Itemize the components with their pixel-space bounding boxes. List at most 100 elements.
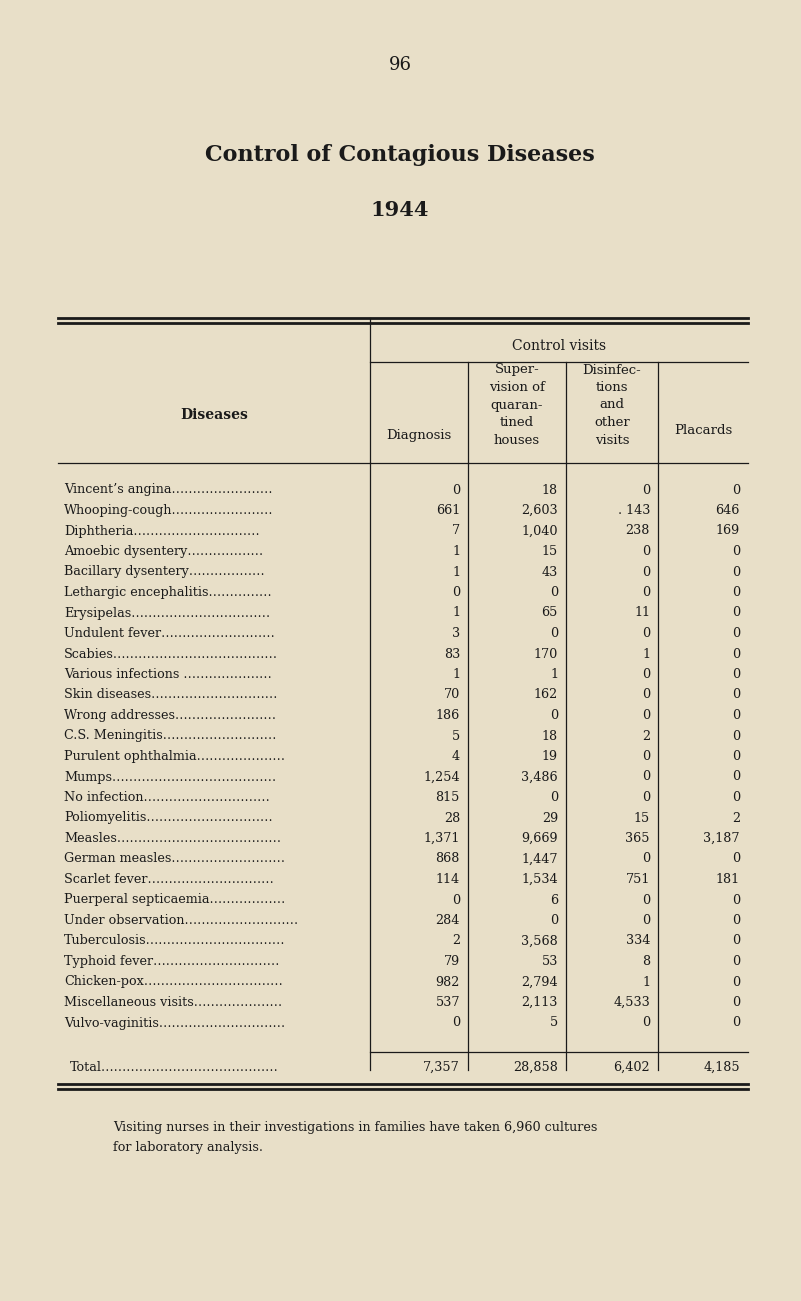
Text: Super-
vision of
quaran-
tined
houses: Super- vision of quaran- tined houses	[489, 363, 545, 446]
Text: No infection…………………………: No infection…………………………	[64, 791, 270, 804]
Text: 0: 0	[642, 627, 650, 640]
Text: Scabies…………………………………: Scabies…………………………………	[64, 648, 278, 661]
Text: 1944: 1944	[371, 200, 429, 220]
Text: 0: 0	[732, 709, 740, 722]
Text: 2: 2	[732, 812, 740, 825]
Text: 0: 0	[642, 585, 650, 598]
Text: 661: 661	[436, 503, 460, 516]
Text: 3: 3	[452, 627, 460, 640]
Text: Scarlet fever…………………………: Scarlet fever…………………………	[64, 873, 274, 886]
Text: 65: 65	[541, 606, 558, 619]
Text: Bacillary dysentery………………: Bacillary dysentery………………	[64, 566, 264, 579]
Text: 170: 170	[533, 648, 558, 661]
Text: 0: 0	[549, 709, 558, 722]
Text: 4: 4	[452, 749, 460, 762]
Text: 28,858: 28,858	[513, 1062, 558, 1075]
Text: 1,371: 1,371	[424, 833, 460, 846]
Text: 982: 982	[436, 976, 460, 989]
Text: Erysipelas……………………………: Erysipelas……………………………	[64, 606, 270, 619]
Text: 1: 1	[452, 606, 460, 619]
Text: 96: 96	[388, 56, 412, 74]
Text: 15: 15	[541, 545, 558, 558]
Text: 6,402: 6,402	[614, 1062, 650, 1075]
Text: 537: 537	[436, 997, 460, 1010]
Text: 0: 0	[642, 545, 650, 558]
Text: 3,187: 3,187	[703, 833, 740, 846]
Text: 6: 6	[549, 894, 558, 907]
Text: 284: 284	[436, 915, 460, 928]
Text: 19: 19	[541, 749, 558, 762]
Text: 1: 1	[452, 667, 460, 680]
Text: Mumps…………………………………: Mumps…………………………………	[64, 770, 276, 783]
Text: 0: 0	[452, 894, 460, 907]
Text: Control of Contagious Diseases: Control of Contagious Diseases	[205, 144, 595, 167]
Text: 0: 0	[642, 915, 650, 928]
Text: 1,040: 1,040	[521, 524, 558, 537]
Text: 0: 0	[732, 791, 740, 804]
Text: 18: 18	[541, 484, 558, 497]
Text: 53: 53	[541, 955, 558, 968]
Text: Measles…………………………………: Measles…………………………………	[64, 833, 281, 846]
Text: Diagnosis: Diagnosis	[386, 428, 452, 441]
Text: 0: 0	[452, 1016, 460, 1029]
Text: 0: 0	[732, 627, 740, 640]
Text: 0: 0	[732, 955, 740, 968]
Text: 162: 162	[533, 688, 558, 701]
Text: 169: 169	[716, 524, 740, 537]
Text: Wrong addresses……………………: Wrong addresses……………………	[64, 709, 276, 722]
Text: 1: 1	[452, 566, 460, 579]
Text: 0: 0	[732, 585, 740, 598]
Text: Various infections …………………: Various infections …………………	[64, 667, 272, 680]
Text: 8: 8	[642, 955, 650, 968]
Text: 0: 0	[732, 730, 740, 743]
Text: 0: 0	[642, 484, 650, 497]
Text: 0: 0	[549, 915, 558, 928]
Text: 0: 0	[732, 894, 740, 907]
Text: 0: 0	[549, 791, 558, 804]
Text: Purulent ophthalmia…………………: Purulent ophthalmia…………………	[64, 749, 285, 762]
Text: 0: 0	[732, 997, 740, 1010]
Text: 4,185: 4,185	[703, 1062, 740, 1075]
Text: Diphtheria…………………………: Diphtheria…………………………	[64, 524, 260, 537]
Text: 0: 0	[732, 976, 740, 989]
Text: 0: 0	[642, 709, 650, 722]
Text: 0: 0	[642, 1016, 650, 1029]
Text: 3,568: 3,568	[521, 934, 558, 947]
Text: 0: 0	[642, 688, 650, 701]
Text: 79: 79	[444, 955, 460, 968]
Text: 1: 1	[642, 976, 650, 989]
Text: 2,113: 2,113	[521, 997, 558, 1010]
Text: 0: 0	[732, 770, 740, 783]
Text: 4,533: 4,533	[614, 997, 650, 1010]
Text: 1,534: 1,534	[521, 873, 558, 886]
Text: 9,669: 9,669	[521, 833, 558, 846]
Text: 3,486: 3,486	[521, 770, 558, 783]
Text: Chicken-pox……………………………: Chicken-pox……………………………	[64, 976, 283, 989]
Text: 0: 0	[642, 791, 650, 804]
Text: 0: 0	[732, 606, 740, 619]
Text: Total……………………………………: Total……………………………………	[70, 1062, 279, 1075]
Text: 5: 5	[549, 1016, 558, 1029]
Text: 1,254: 1,254	[424, 770, 460, 783]
Text: 0: 0	[732, 934, 740, 947]
Text: 15: 15	[634, 812, 650, 825]
Text: 815: 815	[436, 791, 460, 804]
Text: 751: 751	[626, 873, 650, 886]
Text: 0: 0	[642, 894, 650, 907]
Text: 0: 0	[642, 667, 650, 680]
Text: 181: 181	[716, 873, 740, 886]
Text: Disinfec-
tions
and
other
visits: Disinfec- tions and other visits	[582, 363, 642, 446]
Text: 29: 29	[541, 812, 558, 825]
Text: Skin diseases…………………………: Skin diseases…………………………	[64, 688, 277, 701]
Text: . 143: . 143	[618, 503, 650, 516]
Text: German measles………………………: German measles………………………	[64, 852, 285, 865]
Text: 0: 0	[642, 770, 650, 783]
Text: Tuberculosis……………………………: Tuberculosis……………………………	[64, 934, 285, 947]
Text: Lethargic encephalitis……………: Lethargic encephalitis……………	[64, 585, 272, 598]
Text: Under observation………………………: Under observation………………………	[64, 915, 298, 928]
Text: 186: 186	[436, 709, 460, 722]
Text: 0: 0	[732, 852, 740, 865]
Text: 0: 0	[549, 585, 558, 598]
Text: Amoebic dysentery………………: Amoebic dysentery………………	[64, 545, 263, 558]
Text: 18: 18	[541, 730, 558, 743]
